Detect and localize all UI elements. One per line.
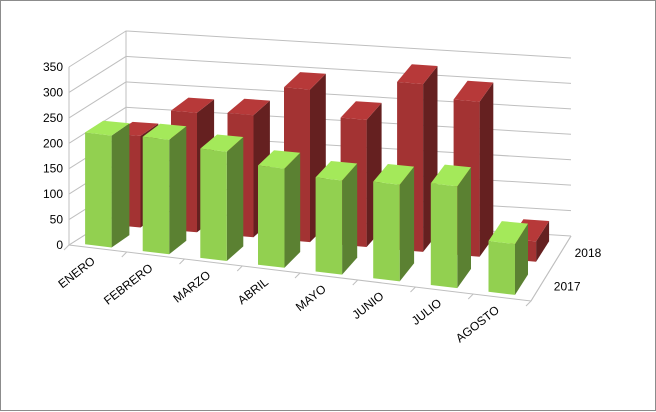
y-tick-label-300: 300 bbox=[43, 85, 63, 99]
x-tick-mark bbox=[179, 258, 185, 265]
gridline-350 bbox=[68, 30, 572, 68]
x-tick-mark bbox=[236, 265, 243, 272]
y-tick-label-100: 100 bbox=[43, 187, 63, 201]
bar-2017-abril bbox=[258, 150, 301, 268]
category-label-abril: ABRIL bbox=[235, 275, 271, 308]
category-label-mayo: MAYO bbox=[293, 282, 329, 314]
bar-2017-mayo bbox=[315, 161, 358, 275]
bar-2017-julio bbox=[430, 164, 471, 289]
series-2017-bars bbox=[85, 120, 528, 295]
y-tick-label-150: 150 bbox=[43, 162, 63, 176]
category-label-agosto: AGOSTO bbox=[453, 303, 502, 346]
y-axis-tick-labels: 0 50 100 150 200 250 300 350 bbox=[43, 60, 63, 252]
depth-label-2017: 2017 bbox=[554, 280, 581, 294]
category-label-marzo: MARZO bbox=[170, 268, 213, 306]
bar-2017-enero bbox=[85, 120, 130, 248]
x-tick-mark bbox=[63, 244, 70, 251]
depth-axis-line bbox=[530, 235, 572, 302]
x-tick-mark bbox=[352, 279, 359, 286]
depth-label-2018: 2018 bbox=[575, 246, 602, 260]
y-tick-label-250: 250 bbox=[43, 111, 63, 125]
x-tick-mark bbox=[525, 300, 532, 307]
y-tick-label-350: 350 bbox=[43, 60, 63, 74]
x-tick-mark bbox=[467, 293, 474, 300]
category-label-febrero: FEBRERO bbox=[101, 261, 155, 308]
bar-2017-marzo bbox=[200, 134, 244, 261]
y-tick-label-0: 0 bbox=[56, 238, 63, 252]
depth-axis-series-labels: 2018 2017 bbox=[530, 235, 602, 302]
bar-2017-agosto bbox=[488, 221, 528, 295]
category-label-enero: ENERO bbox=[55, 254, 97, 291]
bar-2017-junio bbox=[373, 164, 415, 282]
x-tick-mark bbox=[294, 272, 301, 279]
category-label-junio: JUNIO bbox=[349, 289, 386, 322]
x-tick-mark bbox=[410, 286, 416, 293]
bar-2017-febrero bbox=[142, 123, 187, 255]
y-tick-label-200: 200 bbox=[43, 136, 63, 150]
y-tick-label-50: 50 bbox=[50, 213, 64, 227]
x-tick-mark bbox=[121, 251, 128, 258]
category-label-julio: JULIO bbox=[409, 296, 444, 328]
